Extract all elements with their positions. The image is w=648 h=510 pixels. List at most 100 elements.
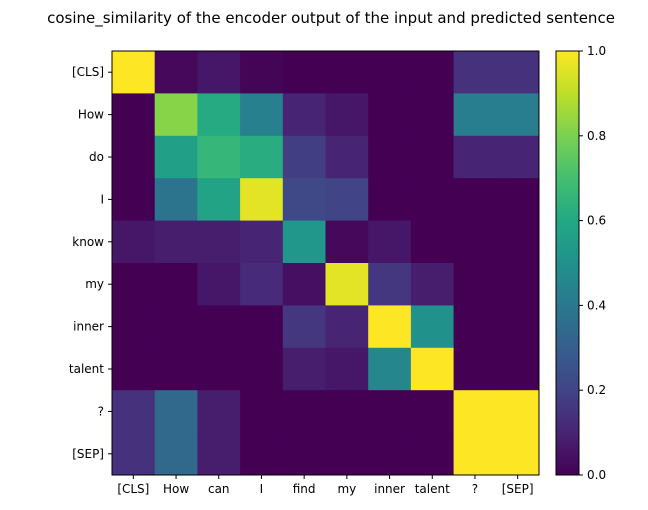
heatmap-cell — [325, 135, 369, 179]
x-tick-label: my — [337, 482, 356, 496]
heatmap-cell — [154, 305, 198, 349]
heatmap-cell — [154, 432, 198, 476]
heatmap-cell — [410, 51, 455, 94]
colorbar-tick-label: 0.2 — [587, 383, 606, 397]
heatmap-cell — [240, 432, 284, 476]
heatmap-cell — [240, 305, 284, 349]
heatmap-cell — [368, 390, 412, 434]
heatmap-cell — [325, 220, 369, 264]
heatmap-cell — [112, 220, 156, 264]
x-tick-label: I — [260, 482, 264, 496]
heatmap-cell — [154, 178, 198, 222]
heatmap-cell — [453, 93, 497, 137]
heatmap-cell — [496, 51, 540, 94]
x-tick-label: find — [293, 482, 316, 496]
y-tick-label: know — [72, 235, 104, 249]
heatmap-cell — [496, 305, 540, 349]
heatmap-cell — [154, 347, 198, 391]
heatmap-cell — [112, 135, 156, 179]
heatmap-cell — [197, 432, 241, 476]
heatmap-cell — [240, 347, 284, 391]
heatmap-cell — [282, 347, 326, 391]
heatmap-cell — [368, 305, 412, 349]
heatmap-cell — [197, 51, 241, 94]
heatmap-cell — [197, 135, 241, 179]
heatmap-cell — [410, 220, 455, 264]
heatmap-cell — [282, 263, 326, 306]
heatmap-cell — [197, 347, 241, 391]
x-tick-label: inner — [374, 482, 405, 496]
colorbar-tick-label: 0.8 — [587, 129, 606, 143]
heatmap-cell — [453, 51, 497, 94]
heatmap-cell — [325, 178, 369, 222]
heatmap-cell — [154, 135, 198, 179]
heatmap-cell — [496, 135, 540, 179]
heatmap-cell — [325, 51, 369, 94]
heatmap-cell — [112, 51, 156, 94]
heatmap-cell — [112, 93, 156, 137]
heatmap-cell — [197, 178, 241, 222]
heatmap-cell — [410, 390, 455, 434]
heatmap-cell — [112, 347, 156, 391]
heatmap-cell — [410, 347, 455, 391]
heatmap-cell — [197, 263, 241, 306]
heatmap-cell — [496, 347, 540, 391]
heatmap-cell — [240, 93, 284, 137]
heatmap-cell — [197, 93, 241, 137]
x-tick-label: How — [163, 482, 189, 496]
heatmap-cell — [154, 263, 198, 306]
colorbar-axis: 0.0 0.2 0.4 0.6 0.8 1.0 — [579, 44, 606, 482]
heatmap-cell — [282, 305, 326, 349]
chart-title: cosine_similarity of the encoder output … — [47, 9, 615, 28]
heatmap-cell — [368, 432, 412, 476]
y-tick-label: [CLS] — [72, 65, 104, 79]
heatmap-cell — [154, 93, 198, 137]
heatmap-cell — [453, 347, 497, 391]
heatmap-cell — [325, 347, 369, 391]
heatmap-cell — [282, 432, 326, 476]
heatmap-cell — [240, 135, 284, 179]
heatmap-cell — [197, 220, 241, 264]
heatmap-cell — [410, 432, 455, 476]
y-tick-label: do — [89, 150, 104, 164]
heatmap-cells — [112, 51, 540, 476]
heatmap-cell — [453, 263, 497, 306]
heatmap-cell — [410, 135, 455, 179]
heatmap-cell — [240, 263, 284, 306]
heatmap-cell — [154, 51, 198, 94]
heatmap-cell — [240, 51, 284, 94]
heatmap-cell — [154, 220, 198, 264]
heatmap-cell — [368, 220, 412, 264]
colorbar-tick-label: 1.0 — [587, 44, 606, 58]
heatmap-cell — [325, 390, 369, 434]
y-tick-label: I — [100, 192, 104, 206]
heatmap-cell — [368, 178, 412, 222]
heatmap-cell — [197, 305, 241, 349]
x-tick-label: talent — [415, 482, 450, 496]
heatmap-cell — [197, 390, 241, 434]
y-tick-label: ? — [98, 404, 104, 418]
heatmap-cell — [368, 347, 412, 391]
heatmap-cell — [453, 305, 497, 349]
plot-frame — [111, 50, 540, 476]
heatmap-cell — [325, 93, 369, 137]
colorbar — [556, 51, 579, 475]
heatmap-cell — [496, 390, 540, 434]
heatmap-cell — [154, 390, 198, 434]
heatmap-cell — [325, 263, 369, 306]
colorbar-frame — [555, 50, 580, 476]
y-tick-label: How — [78, 108, 104, 122]
heatmap-cell — [282, 135, 326, 179]
heatmap-cell — [496, 263, 540, 306]
x-tick-label: [SEP] — [502, 482, 534, 496]
y-tick-label: inner — [73, 320, 104, 334]
heatmap-cell — [282, 51, 326, 94]
heatmap-cell — [496, 432, 540, 476]
colorbar-tick-label: 0.6 — [587, 214, 606, 228]
heatmap-cell — [410, 263, 455, 306]
y-tick-label: my — [85, 277, 104, 291]
heatmap-cell — [496, 93, 540, 137]
